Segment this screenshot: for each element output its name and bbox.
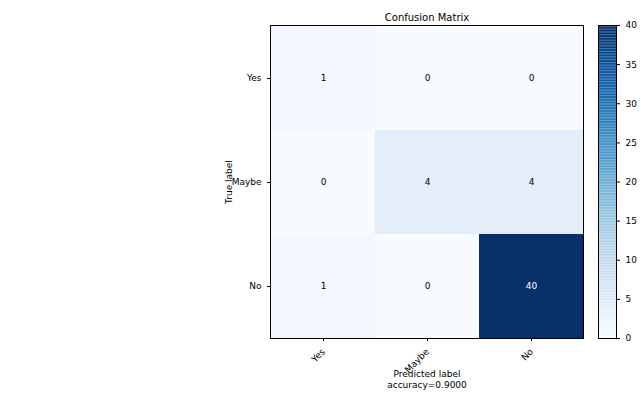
svg-text:Maybe: Maybe [232, 177, 262, 187]
svg-text:No: No [519, 346, 535, 362]
svg-text:True label: True label [224, 160, 234, 205]
svg-text:1: 1 [321, 73, 327, 83]
svg-text:0: 0 [626, 333, 632, 343]
svg-text:15: 15 [626, 216, 637, 226]
svg-text:35: 35 [626, 60, 637, 70]
svg-text:Yes: Yes [309, 346, 327, 364]
svg-text:40: 40 [526, 281, 538, 291]
svg-text:30: 30 [626, 99, 638, 109]
svg-text:Confusion Matrix: Confusion Matrix [385, 12, 469, 23]
svg-text:0: 0 [529, 73, 535, 83]
svg-text:0: 0 [321, 177, 327, 187]
svg-text:1: 1 [321, 281, 327, 291]
svg-text:5: 5 [626, 294, 632, 304]
svg-text:0: 0 [425, 73, 431, 83]
svg-text:accuracy=0.9000: accuracy=0.9000 [387, 380, 467, 390]
svg-text:0: 0 [425, 281, 431, 291]
svg-text:4: 4 [529, 177, 535, 187]
svg-text:10: 10 [626, 255, 638, 265]
svg-text:4: 4 [425, 177, 431, 187]
svg-text:40: 40 [626, 20, 638, 30]
svg-text:Predicted label: Predicted label [394, 369, 461, 379]
svg-text:Maybe: Maybe [402, 346, 431, 375]
svg-text:25: 25 [626, 138, 637, 148]
svg-text:Yes: Yes [246, 73, 262, 83]
svg-text:No: No [249, 281, 262, 291]
svg-text:20: 20 [626, 177, 638, 187]
